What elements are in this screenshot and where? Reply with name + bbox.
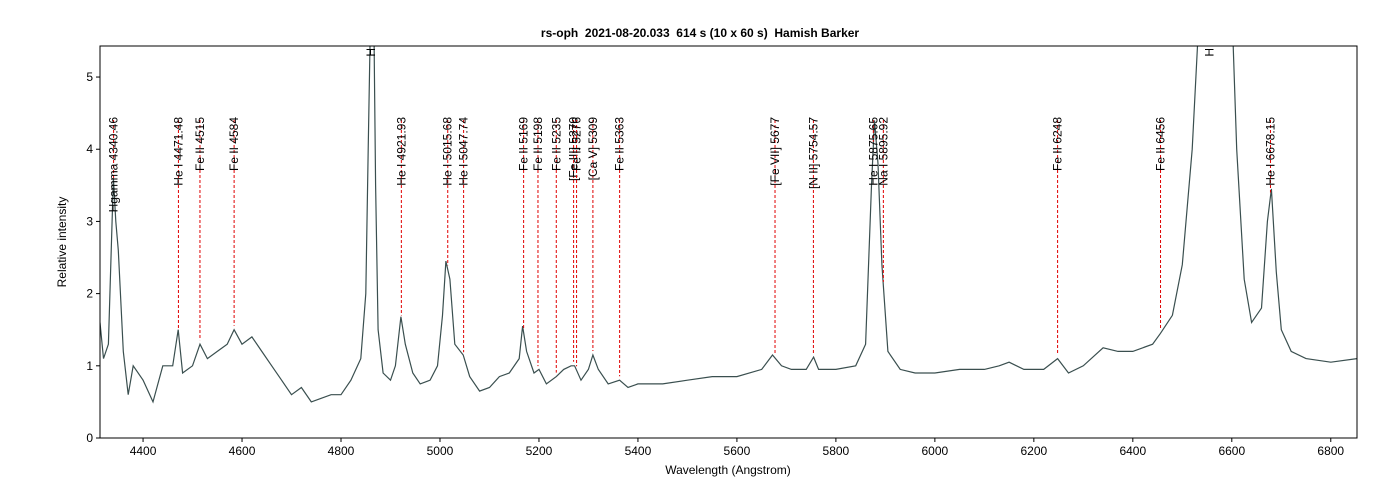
annotation-label: Hgamma 4340.46 (107, 117, 121, 213)
y-tick-label: 4 (86, 142, 93, 156)
annotation-label: He I 5047.74 (457, 117, 471, 186)
y-tick-label: 2 (86, 287, 93, 301)
chart-title: rs-oph 2021-08-20.033 614 s (10 x 60 s) … (541, 26, 860, 40)
x-tick-label: 5000 (427, 444, 454, 458)
x-tick-label: 4600 (229, 444, 256, 458)
annotation-label: [Ca V] 5309 (586, 117, 600, 181)
annotation-label: [Fe III] 5270 (567, 117, 581, 181)
annotation-label: Fe II 4584 (227, 117, 241, 171)
annotation-label: Fe II 5363 (613, 117, 627, 171)
annotation-label: Fe II 6248 (1051, 117, 1065, 171)
annotation-label: [Fe VII] 5677 (768, 117, 782, 186)
annotation-label: He I 4921.93 (394, 117, 408, 186)
annotation-label: He I 5015.68 (441, 117, 455, 186)
annotation-label: Fe II 4515 (193, 117, 207, 171)
x-tick-label: 6200 (1020, 444, 1047, 458)
y-tick-label: 0 (86, 431, 93, 445)
x-tick-label: 4800 (328, 444, 355, 458)
annotation-label: Fe II 5276 (570, 117, 584, 171)
annotation-label: Na I 5895.92 (876, 117, 890, 186)
x-tick-label: 5400 (625, 444, 652, 458)
x-tick-label: 6000 (922, 444, 949, 458)
x-tick-label: 4400 (130, 444, 157, 458)
x-tick-label: 6800 (1317, 444, 1344, 458)
y-axis-label: Relative intensity (55, 197, 69, 288)
spectrum-line (100, 46, 1357, 404)
annotation-label: Fe II 6456 (1154, 117, 1168, 171)
annotation-label: He I 6678.15 (1263, 117, 1277, 186)
annotation-label: He I 5875.65 (866, 117, 880, 186)
annotation-label: [N II] 5754.57 (806, 117, 820, 189)
annotation-label: Fe II 5198 (531, 117, 545, 171)
x-tick-label: 6600 (1218, 444, 1245, 458)
x-tick-label: 5200 (526, 444, 553, 458)
y-tick-label: 3 (86, 214, 93, 228)
peak-label: H (1203, 48, 1217, 57)
x-tick-label: 5800 (823, 444, 850, 458)
x-tick-label: 6400 (1119, 444, 1146, 458)
plot-frame (99, 45, 1358, 439)
annotation-label: He I 4471.48 (171, 117, 185, 186)
x-axis-label: Wavelength (Angstrom) (665, 463, 791, 477)
y-tick-label: 5 (86, 70, 93, 84)
annotation-label: Fe II 5169 (517, 117, 531, 171)
peak-label: H (364, 48, 378, 57)
y-tick-label: 1 (86, 359, 93, 373)
annotation-label: Fe II 5235 (549, 117, 563, 171)
x-tick-label: 5600 (724, 444, 751, 458)
